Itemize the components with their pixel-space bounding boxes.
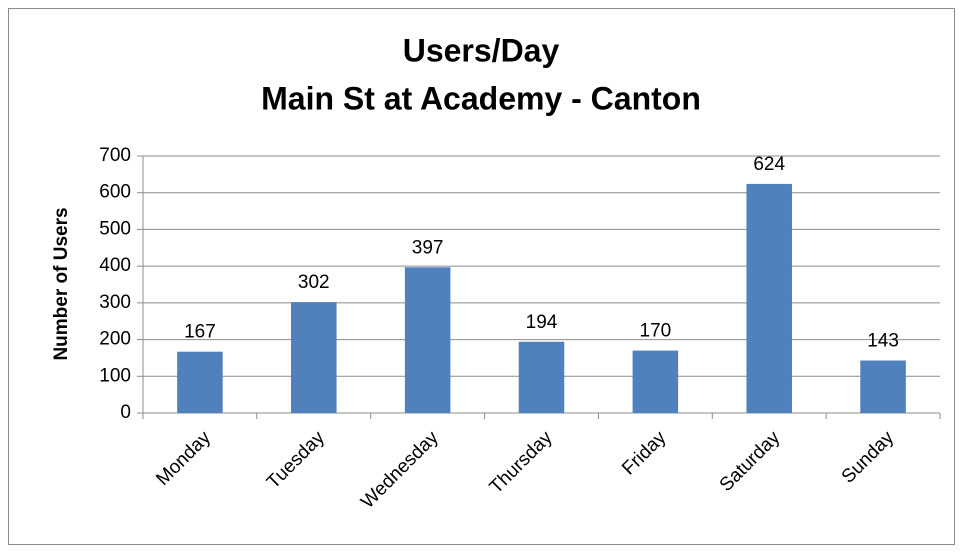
y-tick-label: 700 (99, 145, 131, 166)
data-label: 397 (412, 237, 444, 258)
y-tick-label: 100 (99, 365, 131, 386)
y-tick-label: 400 (99, 255, 131, 276)
y-tick-label: 500 (99, 218, 131, 239)
data-label: 624 (753, 154, 785, 175)
bar (177, 351, 223, 413)
bar (632, 350, 679, 413)
bar (860, 360, 906, 413)
chart-title: Users/Day (403, 32, 560, 68)
y-tick-label: 200 (99, 329, 131, 350)
data-label: 194 (526, 312, 558, 333)
bar (746, 183, 792, 413)
data-label: 167 (184, 322, 216, 343)
data-label: 143 (867, 331, 899, 352)
y-axis-label: Number of Users (51, 207, 72, 360)
y-tick-label: 300 (99, 292, 131, 313)
y-tick-label: 600 (99, 182, 131, 203)
y-tick-label: 0 (120, 402, 131, 423)
chart-frame (8, 8, 955, 545)
bar (404, 267, 451, 413)
data-label: 302 (298, 272, 330, 293)
bar (518, 341, 565, 413)
chart-subtitle: Main St at Academy - Canton (261, 80, 701, 116)
bar (291, 302, 337, 413)
data-label: 170 (640, 321, 672, 342)
